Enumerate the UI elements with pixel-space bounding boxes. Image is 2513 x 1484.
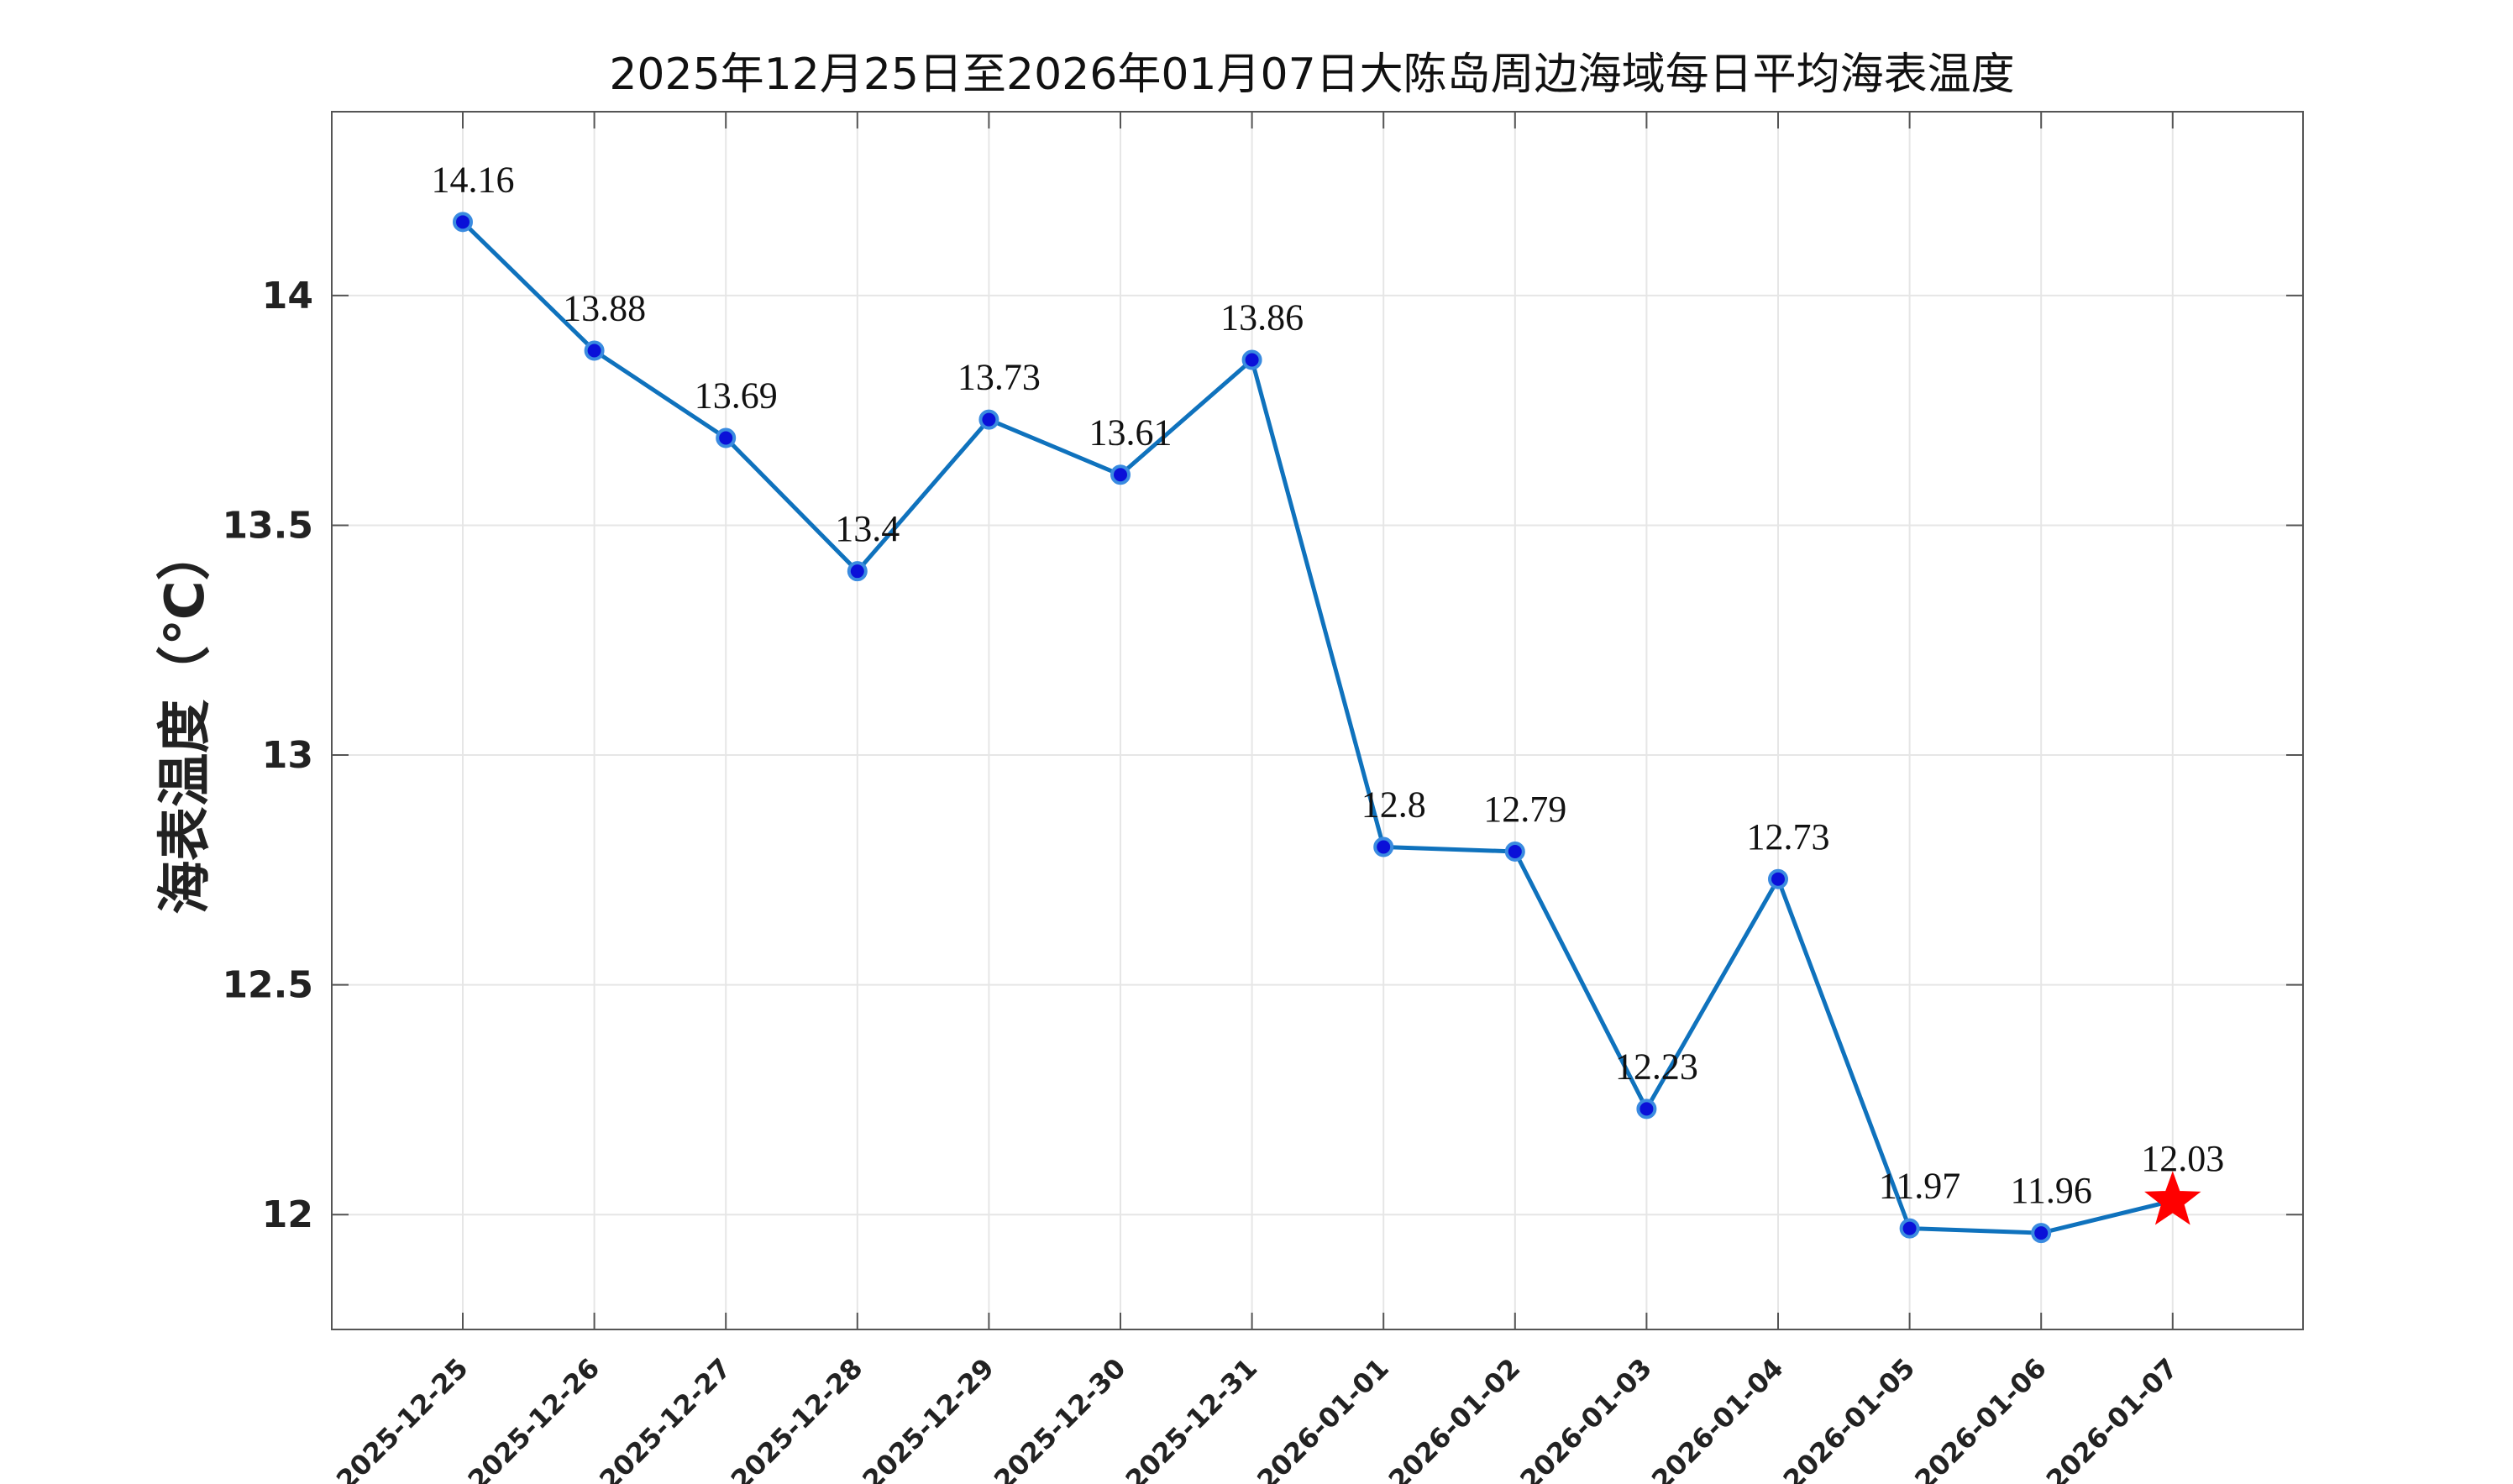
data-point: [716, 427, 737, 448]
x-tick-label: 2026-01-06: [1908, 1352, 2053, 1484]
data-label: 13.73: [957, 357, 1041, 398]
data-label: 14.16: [432, 159, 515, 200]
x-tick-label: 2026-01-02: [1382, 1352, 1527, 1484]
y-tick-label: 12.5: [222, 964, 313, 1007]
x-tick-label: 2025-12-30: [988, 1352, 1132, 1484]
data-point: [1768, 868, 1788, 889]
data-point: [2031, 1223, 2052, 1244]
x-tick-label: 2026-01-07: [2040, 1352, 2185, 1484]
data-label: 12.73: [1747, 816, 1830, 857]
data-label: 11.96: [2011, 1170, 2092, 1211]
x-tick-label: 2025-12-25: [330, 1352, 475, 1484]
data-label: 13.86: [1220, 296, 1304, 338]
x-tick-label: 2026-01-04: [1645, 1352, 1790, 1484]
y-tick-label: 14: [262, 275, 313, 317]
data-label: 13.69: [695, 375, 778, 416]
x-tick-label: 2026-01-03: [1514, 1352, 1658, 1484]
data-point: [1636, 1099, 1657, 1120]
series-sst: [453, 212, 2201, 1244]
data-point: [1241, 349, 1262, 370]
grid-lines: [332, 112, 2303, 1329]
y-tick-label: 12: [262, 1193, 313, 1236]
x-tick-label: 2025-12-28: [725, 1352, 869, 1484]
data-point: [1110, 464, 1131, 485]
data-label: 13.4: [835, 508, 900, 549]
data-point: [453, 212, 473, 233]
data-label: 12.8: [1361, 784, 1426, 825]
y-tick-label: 13: [262, 734, 313, 777]
data-label: 12.79: [1483, 789, 1566, 830]
data-point: [1504, 841, 1525, 862]
x-tick-label: 2025-12-26: [462, 1352, 606, 1484]
data-point: [1899, 1218, 1920, 1239]
data-point: [1373, 836, 1394, 857]
x-tick-label: 2026-01-05: [1777, 1352, 1922, 1484]
data-label: 11.97: [1879, 1166, 1960, 1207]
data-labels: 14.16 13.88 13.69 13.4 13.73 13.61 13.86 12.8 12…: [432, 159, 2225, 1211]
y-axis-label: 海表温度（℃）: [155, 527, 217, 915]
highlight-star-marker: [2144, 1171, 2201, 1225]
chart-title: 2025年12月25日至2026年01月07日大陈岛周边海域每日平均海表温度: [609, 50, 2014, 100]
data-label: 13.88: [563, 288, 646, 329]
data-point: [847, 561, 868, 582]
x-tick-label: 2026-01-01: [1251, 1352, 1395, 1484]
data-point: [978, 409, 999, 430]
series-line: [461, 220, 2174, 1235]
x-tick-label: 2025-12-29: [856, 1352, 1000, 1484]
y-tick-label: 13.5: [222, 504, 313, 547]
data-label: 12.23: [1615, 1046, 1698, 1087]
x-tick-label: 2025-12-31: [1120, 1352, 1264, 1484]
data-label: 12.03: [2141, 1138, 2224, 1179]
y-axis-ticks: 12 12.5 13 13.5 14: [222, 275, 2303, 1236]
x-tick-label: 2025-12-27: [593, 1352, 737, 1484]
data-point: [584, 340, 605, 361]
data-label: 13.61: [1089, 412, 1173, 453]
plot-area-frame: [331, 111, 2304, 1330]
